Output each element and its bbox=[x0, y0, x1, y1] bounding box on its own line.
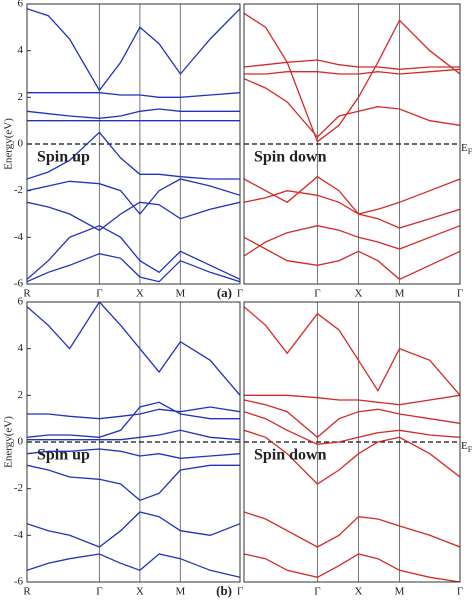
band-line bbox=[244, 190, 460, 229]
x-tick-label: Γ bbox=[237, 586, 243, 598]
x-tick-label: Γ bbox=[457, 288, 463, 300]
band-line bbox=[27, 401, 240, 438]
band-line bbox=[244, 12, 460, 143]
spin-annotation: Spin down bbox=[254, 149, 327, 166]
spin-annotation: Spin down bbox=[254, 447, 327, 464]
y-tick-label: 2 bbox=[18, 389, 24, 401]
y-tick-label: -4 bbox=[14, 231, 24, 243]
panel: R Γ X M Γ -6 -4 -2 0 2 4 6 Spin up Energy(eV) (a) bbox=[3, 0, 244, 300]
fermi-label-main: E bbox=[461, 440, 468, 452]
band-line bbox=[244, 236, 460, 281]
band-line bbox=[27, 464, 240, 502]
x-tick-label: X bbox=[355, 586, 363, 598]
fermi-label-main: E bbox=[461, 142, 468, 154]
plot-frame bbox=[26, 301, 241, 583]
fermi-label: EF bbox=[461, 142, 473, 156]
y-tick-label: -2 bbox=[14, 184, 23, 196]
y-tick-label: -6 bbox=[14, 278, 24, 290]
x-tick-label: M bbox=[395, 288, 405, 300]
x-tick-label: Γ bbox=[314, 288, 320, 300]
x-tick-label: X bbox=[355, 288, 363, 300]
y-tick-label: -2 bbox=[14, 482, 23, 494]
y-tick-label: 0 bbox=[18, 436, 24, 448]
band-line bbox=[27, 302, 240, 396]
panel-label: (b) bbox=[216, 583, 232, 598]
y-tick-label: 4 bbox=[18, 342, 24, 354]
band-line bbox=[244, 411, 460, 445]
x-tick-label: Γ bbox=[96, 288, 102, 300]
band-line bbox=[27, 178, 240, 216]
band-line bbox=[27, 224, 240, 280]
bands bbox=[244, 306, 460, 582]
plot-frame bbox=[26, 3, 241, 285]
band-line bbox=[27, 131, 240, 180]
x-tick-label: Γ bbox=[237, 288, 243, 300]
x-tick-label: X bbox=[136, 586, 144, 598]
band-line bbox=[27, 553, 240, 578]
x-tick-label: R bbox=[23, 586, 31, 598]
band-line bbox=[244, 511, 460, 548]
fermi-label-sub: F bbox=[468, 445, 473, 454]
band-line bbox=[27, 108, 240, 119]
band-line bbox=[27, 201, 240, 232]
y-tick-label: 6 bbox=[18, 0, 24, 10]
x-tick-label: Γ bbox=[457, 586, 463, 598]
band-line bbox=[244, 306, 460, 396]
panel: Γ X M Γ Spin down EF bbox=[243, 3, 473, 300]
band-line bbox=[27, 253, 240, 283]
band-line bbox=[244, 394, 460, 406]
band-line bbox=[27, 511, 240, 548]
band-line bbox=[244, 399, 460, 439]
band-line bbox=[244, 68, 460, 75]
y-tick-label: 6 bbox=[18, 296, 24, 308]
band-line bbox=[27, 406, 240, 420]
panel: Γ X M Γ Spin down EF bbox=[243, 301, 473, 598]
fermi-label-sub: F bbox=[468, 147, 473, 156]
y-tick-label: -6 bbox=[14, 576, 24, 588]
y-axis-label: Energy(eV) bbox=[3, 118, 15, 170]
y-tick-label: 4 bbox=[18, 44, 24, 56]
y-tick-label: -4 bbox=[14, 529, 24, 541]
band-line bbox=[244, 59, 460, 70]
x-tick-label: M bbox=[175, 586, 185, 598]
y-tick-label: 2 bbox=[18, 91, 24, 103]
band-line bbox=[244, 175, 460, 215]
spin-annotation: Spin up bbox=[37, 447, 90, 464]
band-line bbox=[27, 8, 240, 92]
spin-annotation: Spin up bbox=[37, 149, 90, 166]
bands bbox=[27, 302, 240, 578]
bands bbox=[27, 8, 240, 283]
x-tick-label: M bbox=[175, 288, 185, 300]
band-line bbox=[244, 429, 460, 485]
panel-label: (a) bbox=[217, 285, 232, 300]
fermi-label: EF bbox=[461, 440, 473, 454]
x-tick-label: X bbox=[136, 288, 144, 300]
x-tick-label: R bbox=[23, 288, 31, 300]
band-line bbox=[244, 225, 460, 257]
band-line bbox=[27, 448, 240, 459]
band-line bbox=[27, 429, 240, 441]
x-tick-label: Γ bbox=[314, 586, 320, 598]
x-tick-label: M bbox=[395, 586, 405, 598]
panel: R Γ X M Γ -6 -4 -2 0 2 4 6 Spin up Energy(eV) (b) bbox=[3, 296, 244, 598]
band-line bbox=[27, 92, 240, 98]
band-line bbox=[244, 78, 460, 138]
bands bbox=[244, 12, 460, 281]
x-tick-label: Γ bbox=[96, 586, 102, 598]
band-line bbox=[244, 553, 460, 582]
y-axis-label: Energy(eV) bbox=[3, 416, 15, 468]
plot-frame bbox=[243, 301, 461, 583]
y-tick-label: 0 bbox=[18, 138, 24, 150]
plot-frame bbox=[243, 3, 461, 285]
